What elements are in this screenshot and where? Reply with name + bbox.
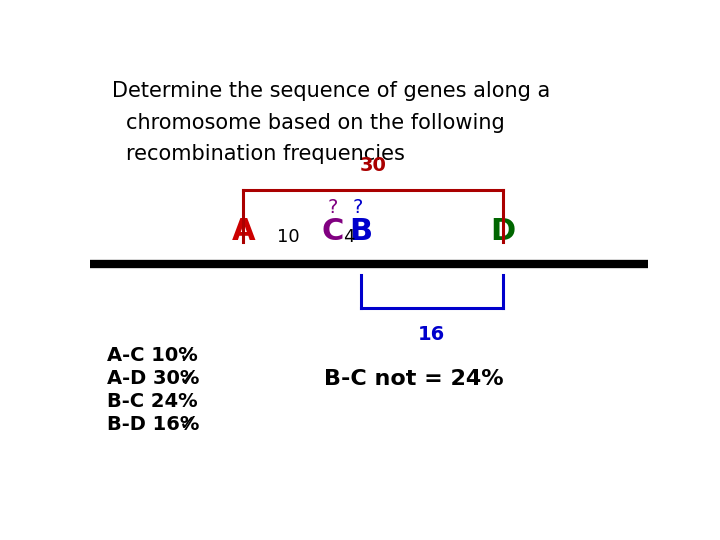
Text: D: D [490,217,516,246]
Text: 4: 4 [343,228,354,246]
Text: B: B [349,217,372,246]
Text: B-D 16%: B-D 16% [107,415,199,434]
Text: A-C 10%: A-C 10% [107,346,197,366]
Text: B-C not = 24%: B-C not = 24% [324,369,504,389]
Text: ✓: ✓ [179,346,197,366]
Text: A-D 30%: A-D 30% [107,369,199,388]
Text: 16: 16 [418,325,445,343]
Text: C: C [322,217,344,246]
Text: B-C 24%: B-C 24% [107,392,197,411]
Text: Determine the sequence of genes along a: Determine the sequence of genes along a [112,82,551,102]
Text: ?: ? [328,198,338,217]
Text: A: A [232,217,256,246]
Text: chromosome based on the following: chromosome based on the following [126,113,505,133]
Text: ✓: ✓ [179,369,197,389]
Text: ✓: ✓ [179,415,197,435]
Text: 10: 10 [276,228,300,246]
Text: recombination frequencies: recombination frequencies [126,144,405,164]
Text: ?: ? [352,198,362,217]
Text: 30: 30 [360,156,387,175]
